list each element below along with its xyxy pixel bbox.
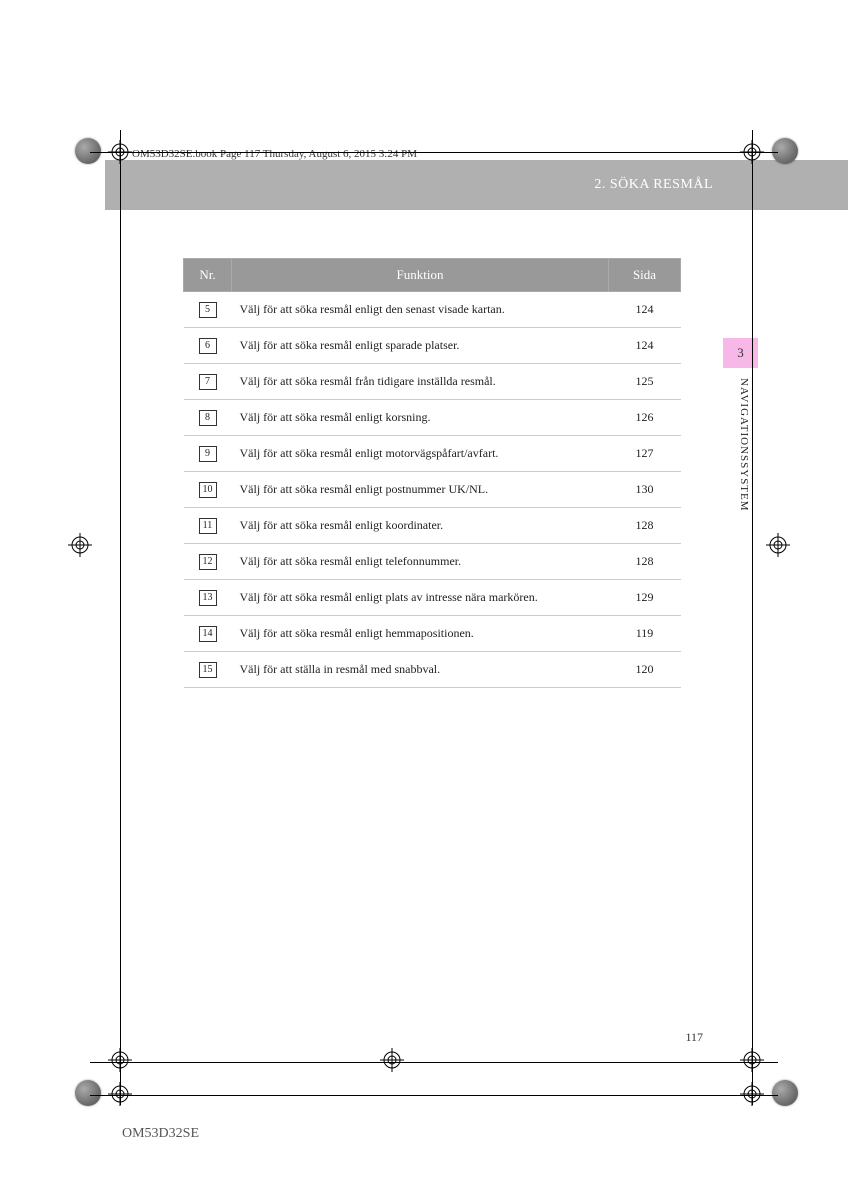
- table-header-row: Nr. Funktion Sida: [184, 259, 681, 292]
- cell-sida: 126: [609, 400, 681, 436]
- cell-funktion: Välj för att söka resmål enligt motorväg…: [232, 436, 609, 472]
- cell-sida: 120: [609, 652, 681, 688]
- section-title: 2. SÖKA RESMÅL: [594, 177, 713, 193]
- table-row: 8 Välj för att söka resmål enligt korsnin…: [184, 400, 681, 436]
- nr-box: 15: [199, 662, 217, 678]
- registration-ball-icon: [75, 1080, 101, 1106]
- nr-box: 7: [199, 374, 217, 390]
- cell-sida: 125: [609, 364, 681, 400]
- cell-nr: 8: [184, 400, 232, 436]
- table-row: 10 Välj för att söka resmål enligt postnu…: [184, 472, 681, 508]
- section-header: 2. SÖKA RESMÅL: [105, 160, 848, 210]
- table-row: 14 Välj för att söka resmål enligt hemmap…: [184, 616, 681, 652]
- nr-box: 8: [199, 410, 217, 426]
- cell-nr: 13: [184, 580, 232, 616]
- table-row: 13 Välj för att söka resmål enligt plats …: [184, 580, 681, 616]
- registration-ball-icon: [75, 138, 101, 164]
- cell-sida: 119: [609, 616, 681, 652]
- cell-sida: 129: [609, 580, 681, 616]
- cell-funktion: Välj för att ställa in resmål med snabbv…: [232, 652, 609, 688]
- page-number: 117: [685, 1030, 703, 1045]
- chapter-side-label: NAVIGATIONSSYSTEM: [738, 378, 750, 512]
- cell-funktion: Välj för att söka resmål från tidigare i…: [232, 364, 609, 400]
- registration-ball-icon: [772, 138, 798, 164]
- cell-nr: 12: [184, 544, 232, 580]
- registration-crosshair-icon: [766, 533, 790, 557]
- table-row: 11 Välj för att söka resmål enligt koordi…: [184, 508, 681, 544]
- function-table: Nr. Funktion Sida 5 Välj för att söka res…: [183, 258, 681, 688]
- cell-funktion: Välj för att söka resmål enligt telefonn…: [232, 544, 609, 580]
- cell-nr: 10: [184, 472, 232, 508]
- cell-sida: 128: [609, 508, 681, 544]
- nr-box: 9: [199, 446, 217, 462]
- cell-funktion: Välj för att söka resmål enligt korsning…: [232, 400, 609, 436]
- crop-line: [90, 152, 778, 153]
- cell-nr: 6: [184, 328, 232, 364]
- cell-nr: 7: [184, 364, 232, 400]
- crop-line: [120, 130, 121, 1105]
- nr-box: 10: [199, 482, 217, 498]
- nr-box: 11: [199, 518, 217, 534]
- doc-code: OM53D32SE: [122, 1126, 199, 1142]
- table-row: 6 Välj för att söka resmål enligt sparade…: [184, 328, 681, 364]
- cell-funktion: Välj för att söka resmål enligt postnumm…: [232, 472, 609, 508]
- registration-ball-icon: [772, 1080, 798, 1106]
- cell-sida: 124: [609, 292, 681, 328]
- table-row: 7 Välj för att söka resmål från tidigare …: [184, 364, 681, 400]
- nr-box: 6: [199, 338, 217, 354]
- col-sida: Sida: [609, 259, 681, 292]
- cell-sida: 127: [609, 436, 681, 472]
- crop-line: [752, 130, 753, 1105]
- cell-nr: 14: [184, 616, 232, 652]
- cell-funktion: Välj för att söka resmål enligt sparade …: [232, 328, 609, 364]
- crop-line: [90, 1095, 778, 1096]
- crop-line: [90, 1062, 778, 1063]
- table-row: 5 Välj för att söka resmål enligt den sen…: [184, 292, 681, 328]
- cell-nr: 5: [184, 292, 232, 328]
- table-row: 12 Välj för att söka resmål enligt telefo…: [184, 544, 681, 580]
- cell-nr: 15: [184, 652, 232, 688]
- nr-box: 13: [199, 590, 217, 606]
- cell-funktion: Välj för att söka resmål enligt koordina…: [232, 508, 609, 544]
- cell-sida: 128: [609, 544, 681, 580]
- cell-sida: 124: [609, 328, 681, 364]
- nr-box: 12: [199, 554, 217, 570]
- cell-sida: 130: [609, 472, 681, 508]
- cell-nr: 9: [184, 436, 232, 472]
- cell-funktion: Välj för att söka resmål enligt den sena…: [232, 292, 609, 328]
- page-header-line: OM53D32SE.book Page 117 Thursday, August…: [132, 148, 417, 160]
- col-nr: Nr.: [184, 259, 232, 292]
- table-row: 15 Välj för att ställa in resmål med snab…: [184, 652, 681, 688]
- nr-box: 5: [199, 302, 217, 318]
- cell-nr: 11: [184, 508, 232, 544]
- registration-crosshair-icon: [68, 533, 92, 557]
- table-row: 9 Välj för att söka resmål enligt motorvä…: [184, 436, 681, 472]
- cell-funktion: Välj för att söka resmål enligt hemmapos…: [232, 616, 609, 652]
- cell-funktion: Välj för att söka resmål enligt plats av…: [232, 580, 609, 616]
- nr-box: 14: [199, 626, 217, 642]
- registration-crosshair-icon: [380, 1048, 404, 1072]
- col-funktion: Funktion: [232, 259, 609, 292]
